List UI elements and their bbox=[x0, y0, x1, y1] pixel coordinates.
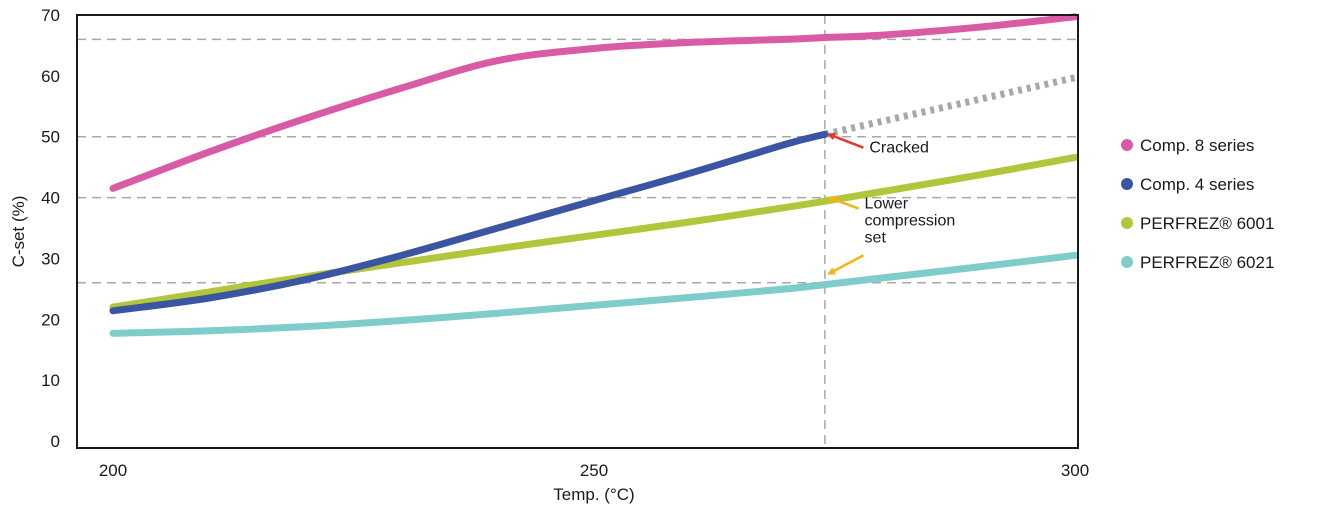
legend-label: PERFREZ® 6021 bbox=[1140, 253, 1274, 272]
x-tick-label: 200 bbox=[99, 461, 127, 480]
legend-marker bbox=[1121, 178, 1133, 190]
extrapolation-layer bbox=[824, 74, 1076, 138]
legend-label: PERFREZ® 6001 bbox=[1140, 214, 1274, 233]
x-axis-ticks: 200 250 300 bbox=[99, 461, 1089, 480]
legend-label: Comp. 4 series bbox=[1140, 175, 1254, 194]
series-line-comp-4-series bbox=[109, 130, 829, 315]
y-tick-label: 20 bbox=[41, 310, 60, 329]
annotation-label: set bbox=[865, 230, 887, 247]
series-line-comp-8-series bbox=[109, 13, 1079, 192]
annotation-arrow bbox=[827, 254, 864, 275]
y-tick-label: 60 bbox=[41, 67, 60, 86]
annotation-arrow bbox=[827, 132, 864, 149]
annotation-label: Lower bbox=[865, 196, 909, 213]
y-tick-label: 10 bbox=[41, 371, 60, 390]
y-tick-label: 0 bbox=[51, 432, 60, 451]
annotation-label: Cracked bbox=[869, 140, 929, 157]
legend-label: Comp. 8 series bbox=[1140, 136, 1254, 155]
legend-marker bbox=[1121, 217, 1133, 229]
y-axis-ticks: 0 10 20 30 40 50 60 70 bbox=[41, 6, 60, 451]
annotation-label: compression bbox=[865, 213, 956, 230]
annotation-arrow bbox=[827, 195, 859, 210]
series-line-perfrez-6001 bbox=[109, 153, 1079, 311]
x-tick-label: 250 bbox=[580, 461, 608, 480]
legend-marker bbox=[1121, 256, 1133, 268]
y-tick-label: 30 bbox=[41, 249, 60, 268]
y-axis-title: C-set (%) bbox=[9, 196, 28, 268]
x-axis-title: Temp. (°C) bbox=[553, 485, 634, 504]
legend-marker bbox=[1121, 139, 1133, 151]
legend: Comp. 8 series Comp. 4 series PERFREZ® 600… bbox=[1121, 136, 1274, 272]
y-tick-label: 70 bbox=[41, 6, 60, 25]
series-line-perfrez-6021 bbox=[109, 251, 1079, 337]
plot-frame bbox=[76, 14, 1079, 449]
series-layer bbox=[109, 13, 1079, 337]
x-tick-label: 300 bbox=[1061, 461, 1089, 480]
y-tick-label: 50 bbox=[41, 128, 60, 147]
grid-lines bbox=[77, 15, 1078, 448]
y-tick-label: 40 bbox=[41, 189, 60, 208]
extrapolation-line bbox=[824, 74, 1076, 138]
